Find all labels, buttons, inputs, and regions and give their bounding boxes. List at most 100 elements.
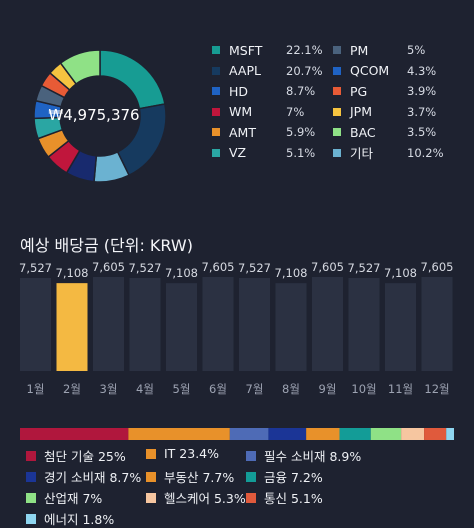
monthly-dividend-bar-chart: 7,527 1월 7,108 2월 7,605 3월 7,527 4월 7,108 5월 7,605… (19, 260, 453, 396)
legend-name: BAC (350, 124, 376, 140)
month-tick-label: 6월 (209, 382, 227, 396)
legend-percent: 7% (286, 104, 305, 119)
bar-1 (20, 277, 51, 371)
sector-label: 금융 7.2% (264, 470, 323, 485)
sector-legend-item: 첨단 기술 25% (26, 446, 126, 465)
bar-value-label: 7,527 (19, 261, 52, 275)
bar-2 (56, 283, 88, 371)
dividend-chart-title: 예상 배당금 (단위: KRW) (20, 236, 193, 255)
bar-3 (93, 277, 124, 371)
legend-name: AMT (229, 124, 256, 140)
legend-swatch (212, 107, 220, 116)
legend-percent: 4.3% (407, 63, 437, 78)
month-tick-label: 1월 (27, 382, 45, 396)
sector-legend-item: 경기 소비재 8.7% (26, 467, 141, 486)
bar-8 (275, 283, 307, 371)
legend-swatch (333, 107, 341, 116)
sector-swatch (26, 450, 36, 461)
bar-value-label: 7,605 (311, 260, 344, 274)
legend-percent: 8.7% (286, 84, 316, 98)
sector-swatch (26, 513, 36, 524)
bar-6 (202, 277, 234, 371)
bar-value-label: 7,108 (165, 266, 198, 280)
bar-5 (166, 283, 197, 371)
sector-label: 에너지 1.8% (44, 512, 115, 527)
donut-slice-11 (59, 49, 101, 85)
legend-name: PG (350, 83, 368, 99)
legend-item: JPM 3.7% (333, 102, 436, 122)
bar-value-label: 7,108 (275, 266, 308, 280)
sector-legend-item: 에너지 1.8% (26, 509, 114, 528)
sector-stacked-bar (20, 428, 454, 440)
legend-swatch (212, 66, 220, 75)
legend-percent: 10.2% (407, 145, 444, 160)
sector-label: 경기 소비재 8.7% (44, 470, 142, 485)
sector-legend-item: 통신 5.1% (246, 488, 323, 507)
sector-segment-3 (268, 428, 307, 440)
month-tick-label: 5월 (173, 382, 191, 396)
legend-percent: 20.7% (286, 63, 323, 78)
sector-legend-item: IT 23.4% (146, 446, 219, 461)
legend-name: QCOM (350, 63, 390, 78)
sector-segment-8 (424, 428, 447, 440)
sector-legend-item: 헬스케어 5.3% (146, 488, 246, 507)
sector-legend-item: 금융 7.2% (246, 467, 323, 486)
legend-item: BAC 3.5% (333, 122, 436, 142)
sector-segment-5 (339, 428, 371, 440)
month-tick-label: 4월 (136, 382, 154, 396)
legend-name: 기타 (350, 146, 374, 161)
legend-name: JPM (350, 104, 373, 119)
month-tick-label: 11월 (388, 382, 413, 396)
sector-segment-4 (306, 428, 340, 440)
sector-swatch (246, 471, 256, 482)
month-tick-label: 9월 (319, 382, 337, 396)
legend-swatch (212, 148, 220, 157)
sector-label: 통신 5.1% (264, 491, 323, 506)
legend-swatch (212, 46, 220, 54)
sector-swatch (246, 450, 256, 461)
bar-9 (312, 277, 343, 371)
sector-legend-item: 부동산 7.7% (146, 467, 234, 486)
legend-name: VZ (229, 145, 247, 160)
sector-label: 헬스케어 5.3% (164, 491, 246, 506)
legend-name: MSFT (229, 42, 263, 58)
bar-value-label: 7,527 (129, 261, 162, 275)
legend-percent: 5.9% (286, 125, 316, 139)
legend-name: PM (350, 42, 369, 58)
legend-percent: 3.9% (407, 84, 437, 98)
sector-label: 첨단 기술 25% (44, 449, 126, 464)
legend-item: WM 7% (212, 102, 304, 122)
bar-12 (421, 277, 453, 371)
legend-swatch (333, 87, 341, 95)
sector-swatch (146, 471, 156, 482)
bar-value-label: 7,605 (92, 260, 125, 274)
legend-percent: 22.1% (286, 43, 323, 57)
sector-swatch (26, 471, 36, 482)
bar-value-label: 7,527 (348, 261, 381, 275)
sector-label: 부동산 7.7% (164, 470, 235, 485)
legend-swatch (333, 46, 341, 54)
month-tick-label: 7월 (246, 382, 264, 396)
legend-item: VZ 5.1% (212, 143, 315, 163)
sector-segment-0 (20, 428, 129, 440)
bar-10 (348, 277, 380, 371)
legend-item: PG 3.9% (333, 81, 436, 101)
month-tick-label: 2월 (63, 382, 81, 396)
portfolio-total: ₩4,975,376 (48, 106, 140, 124)
month-tick-label: 3월 (100, 382, 118, 396)
sector-swatch (26, 492, 36, 503)
donut-slice-0 (99, 49, 166, 110)
sector-label: IT 23.4% (164, 446, 220, 461)
legend-swatch (212, 87, 220, 95)
legend-item: 기타 10.2% (333, 143, 444, 163)
legend-percent: 3.5% (407, 125, 437, 139)
legend-item: QCOM 4.3% (333, 61, 436, 81)
legend-item: AAPL 20.7% (212, 61, 323, 81)
legend-item: HD 8.7% (212, 81, 315, 101)
legend-percent: 5.1% (286, 145, 316, 160)
sector-swatch (146, 492, 156, 503)
sector-swatch (246, 492, 256, 503)
bar-value-label: 7,527 (238, 261, 271, 275)
legend-swatch (333, 148, 341, 157)
legend-item: MSFT 22.1% (212, 40, 323, 60)
